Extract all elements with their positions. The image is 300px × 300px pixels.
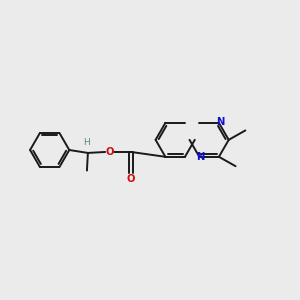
Text: H: H bbox=[83, 138, 89, 147]
Text: O: O bbox=[105, 147, 114, 157]
Text: O: O bbox=[127, 174, 135, 184]
Text: N: N bbox=[216, 117, 224, 128]
Text: N: N bbox=[196, 152, 204, 162]
